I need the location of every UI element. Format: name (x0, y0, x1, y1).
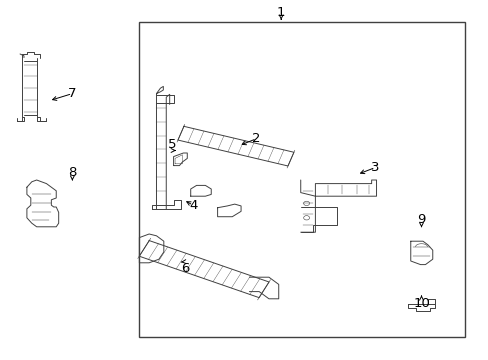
Text: 6: 6 (180, 262, 189, 275)
Bar (139, 22, 464, 337)
Text: 2: 2 (252, 132, 261, 145)
Text: 3: 3 (370, 161, 379, 174)
Text: 1: 1 (276, 6, 285, 19)
Text: 10: 10 (412, 297, 429, 310)
Text: 9: 9 (416, 213, 425, 226)
Text: 4: 4 (188, 199, 197, 212)
Text: 7: 7 (68, 87, 77, 100)
Text: 5: 5 (167, 138, 176, 150)
Text: 8: 8 (68, 166, 77, 179)
